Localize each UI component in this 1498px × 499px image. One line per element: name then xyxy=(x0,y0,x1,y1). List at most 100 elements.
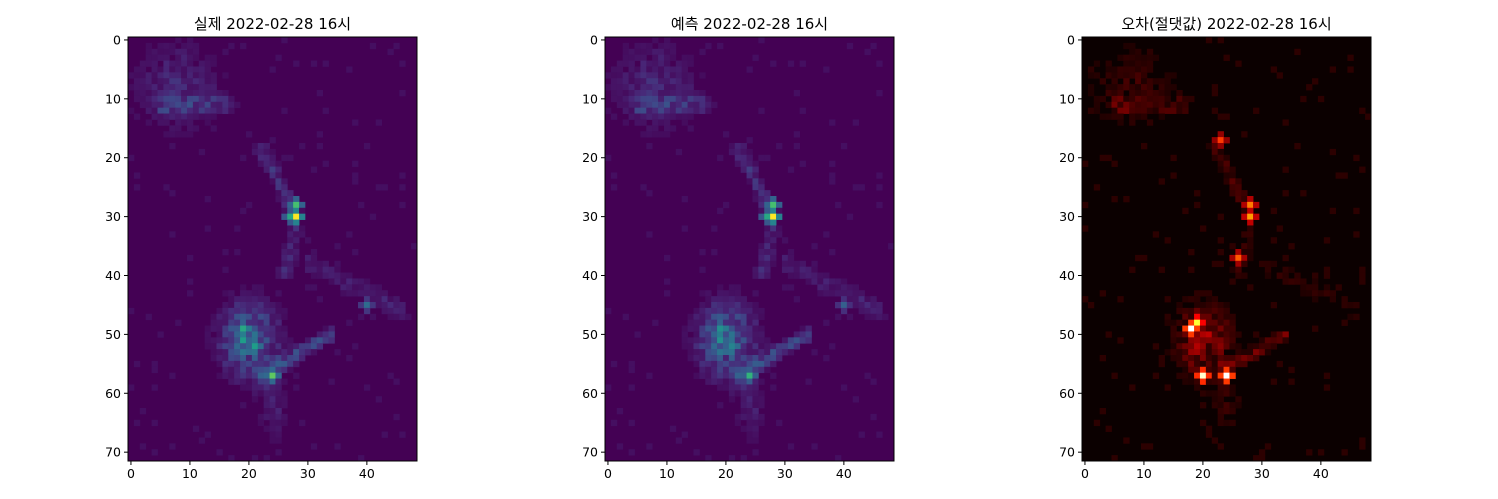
heatmap-cell xyxy=(835,290,842,297)
heatmap-cell xyxy=(734,284,742,291)
heatmap-cell xyxy=(663,48,671,56)
heatmap-cell xyxy=(781,266,789,273)
heatmap-cell xyxy=(310,337,318,344)
heatmap-cell xyxy=(1317,95,1325,103)
heatmap-cell xyxy=(145,78,152,85)
heatmap-cell xyxy=(210,72,217,79)
heatmap-cell xyxy=(758,313,765,321)
heatmap-cell xyxy=(1223,154,1230,162)
heatmap-cell xyxy=(175,131,182,138)
heatmap-cell xyxy=(1258,343,1266,350)
heatmap-cell xyxy=(352,178,359,185)
heatmap-cell xyxy=(681,343,688,350)
heatmap-cell xyxy=(1211,437,1219,444)
heatmap-cell xyxy=(375,284,383,291)
heatmap-cell xyxy=(687,325,694,332)
heatmap-cell xyxy=(293,372,300,379)
heatmap-cell xyxy=(1158,355,1165,362)
heatmap-cell xyxy=(758,201,765,209)
heatmap-cell xyxy=(787,266,795,273)
heatmap-cell xyxy=(1182,372,1189,379)
heatmap-cell xyxy=(1229,184,1236,191)
heatmap-cell xyxy=(852,396,860,403)
heatmap-cell xyxy=(776,349,783,356)
heatmap-cell xyxy=(622,313,629,321)
heatmap-cell xyxy=(281,254,288,262)
heatmap-cell xyxy=(245,366,253,374)
heatmap-cell xyxy=(1093,72,1101,79)
heatmap-cell xyxy=(299,343,306,350)
heatmap-cell xyxy=(275,431,282,438)
heatmap-cell xyxy=(245,307,253,315)
y-tick-label: 0 xyxy=(113,32,121,47)
heatmap-cell xyxy=(1199,366,1207,374)
heatmap-cell xyxy=(240,307,247,315)
heatmap-cell xyxy=(705,107,712,114)
heatmap-cell xyxy=(658,131,665,138)
heatmap-cell xyxy=(1211,366,1219,374)
heatmap-cell xyxy=(646,443,653,450)
heatmap-cell xyxy=(145,48,152,56)
heatmap-cell xyxy=(1264,266,1272,273)
heatmap-cell xyxy=(228,319,235,326)
heatmap-cell xyxy=(210,319,217,326)
heatmap-cell xyxy=(316,131,324,138)
heatmap-cell xyxy=(770,360,777,368)
heatmap-cell xyxy=(658,54,665,61)
heatmap-cell xyxy=(722,349,730,356)
heatmap-cell xyxy=(823,231,830,238)
heatmap-cell xyxy=(1247,213,1254,220)
heatmap-cell xyxy=(1365,113,1372,120)
heatmap-cell xyxy=(251,355,259,362)
heatmap-cell xyxy=(257,366,265,374)
heatmap-cell xyxy=(646,190,653,197)
heatmap-cell xyxy=(234,360,241,368)
heatmap-cell xyxy=(151,366,158,374)
heatmap-cell xyxy=(663,90,671,97)
heatmap-cell xyxy=(251,313,259,321)
heatmap-cell xyxy=(840,384,848,391)
heatmap-cell xyxy=(293,237,300,244)
heatmap-cell xyxy=(1164,319,1171,326)
heatmap-cell xyxy=(1188,343,1195,350)
heatmap-cell xyxy=(1229,366,1236,374)
heatmap-cell xyxy=(740,455,747,462)
heatmap-cell xyxy=(1164,101,1171,109)
heatmap-cell xyxy=(275,160,282,167)
heatmap-cell xyxy=(234,337,241,344)
heatmap-cell xyxy=(1223,355,1230,362)
heatmap-cell xyxy=(1105,331,1112,338)
heatmap-cell xyxy=(1205,337,1213,344)
heatmap-cell xyxy=(717,331,724,338)
heatmap-cell xyxy=(128,107,135,114)
heatmap-cell xyxy=(681,78,688,85)
heatmap-cell xyxy=(352,172,359,179)
heatmap-cell xyxy=(228,95,235,103)
heatmap-cell xyxy=(192,90,200,97)
heatmap-cell xyxy=(705,95,712,103)
heatmap-cell xyxy=(281,360,288,368)
heatmap-cell xyxy=(1241,231,1248,238)
heatmap-cell xyxy=(628,72,635,79)
heatmap-cell xyxy=(1223,384,1230,391)
heatmap-cell xyxy=(210,343,217,350)
heatmap-cell xyxy=(263,408,270,415)
heatmap-cell xyxy=(1323,290,1331,297)
heatmap-cell xyxy=(1264,260,1272,268)
heatmap-cell xyxy=(1217,378,1224,385)
heatmap-cell xyxy=(634,84,641,91)
heatmap-cell xyxy=(1146,443,1154,450)
y-tick-label: 50 xyxy=(1059,327,1075,342)
heatmap-cell xyxy=(240,349,247,356)
heatmap-cell xyxy=(133,113,141,120)
heatmap-cell xyxy=(840,302,848,309)
heatmap-cell xyxy=(1300,284,1307,291)
heatmap-cell xyxy=(746,178,753,185)
heatmap-cell xyxy=(234,307,241,315)
heatmap-cell xyxy=(1247,254,1254,262)
heatmap-cell xyxy=(358,455,365,462)
heatmap-cell xyxy=(681,113,688,120)
heatmap-cell xyxy=(734,307,742,315)
heatmap-cell xyxy=(776,231,783,238)
